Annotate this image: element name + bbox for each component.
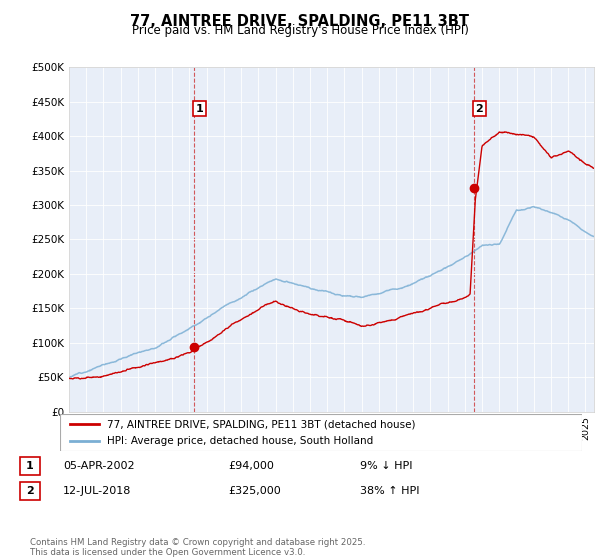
Text: 12-JUL-2018: 12-JUL-2018 <box>63 486 131 496</box>
Text: £94,000: £94,000 <box>228 461 274 471</box>
Text: 2: 2 <box>26 486 34 496</box>
Text: 9% ↓ HPI: 9% ↓ HPI <box>360 461 413 471</box>
Text: Contains HM Land Registry data © Crown copyright and database right 2025.
This d: Contains HM Land Registry data © Crown c… <box>30 538 365 557</box>
Text: 2: 2 <box>475 104 483 114</box>
Text: Price paid vs. HM Land Registry's House Price Index (HPI): Price paid vs. HM Land Registry's House … <box>131 24 469 37</box>
Text: £325,000: £325,000 <box>228 486 281 496</box>
Text: 77, AINTREE DRIVE, SPALDING, PE11 3BT: 77, AINTREE DRIVE, SPALDING, PE11 3BT <box>131 14 470 29</box>
Text: 38% ↑ HPI: 38% ↑ HPI <box>360 486 419 496</box>
Text: HPI: Average price, detached house, South Holland: HPI: Average price, detached house, Sout… <box>107 436 373 446</box>
FancyBboxPatch shape <box>60 414 582 451</box>
Text: 1: 1 <box>26 461 34 471</box>
Text: 77, AINTREE DRIVE, SPALDING, PE11 3BT (detached house): 77, AINTREE DRIVE, SPALDING, PE11 3BT (d… <box>107 419 415 430</box>
Text: 05-APR-2002: 05-APR-2002 <box>63 461 134 471</box>
Text: 1: 1 <box>196 104 203 114</box>
